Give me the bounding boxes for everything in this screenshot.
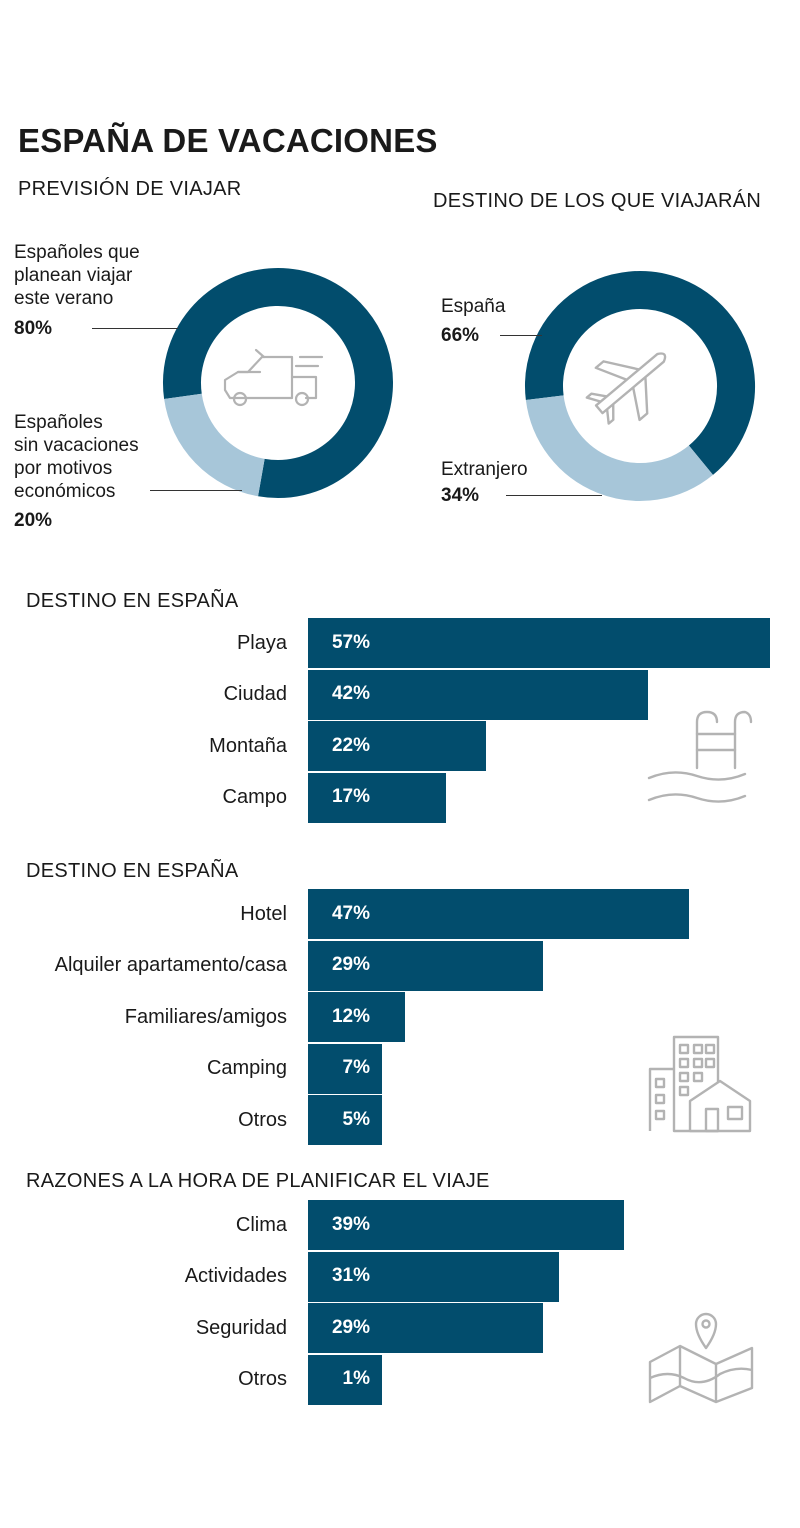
bar: [308, 940, 544, 991]
bar: [308, 1354, 382, 1405]
donut-slice-2: [164, 393, 266, 497]
bar-value-label: 31%: [331, 1265, 370, 1287]
bar-value-label: 57%: [331, 631, 370, 653]
bar-category-label: Otros: [238, 1108, 287, 1131]
donut1-slice1-leader: [92, 328, 178, 329]
bar-category-label: Alquiler apartamento/casa: [54, 954, 287, 977]
bar-category-label: Otros: [238, 1368, 287, 1391]
donut-slice-2: [525, 394, 713, 501]
bar: [308, 1303, 544, 1353]
bar-category-label: Actividades: [184, 1265, 287, 1288]
bar: [308, 1251, 560, 1302]
bar-value-label: 47%: [331, 902, 370, 924]
bar-value-label: 12%: [331, 1005, 370, 1027]
bar: [308, 1095, 382, 1145]
bar-value-label: 29%: [331, 1316, 370, 1338]
bar: [308, 992, 406, 1042]
bar-value-label: 7%: [342, 1057, 370, 1079]
donut2-slice1-label: España: [441, 296, 506, 317]
donut1-slice2-pct: 20%: [14, 510, 53, 531]
donut2-slice2-label: Extranjero: [441, 459, 528, 480]
bar-category-label: Camping: [206, 1057, 287, 1080]
donut-slice-1: [525, 271, 755, 475]
bar: [308, 618, 770, 668]
donut2-title: DESTINO DE LOS QUE VIAJARÁN: [433, 190, 762, 212]
donut1-slice2-label: Españoles sin vacaciones por motivos eco…: [14, 412, 139, 502]
donut1-title: PREVISIÓN DE VIAJAR: [18, 178, 242, 200]
bar-value-label: 1%: [342, 1368, 370, 1390]
bar-value-label: 39%: [331, 1213, 370, 1235]
bar-category-label: Seguridad: [195, 1316, 287, 1339]
bar: [308, 721, 487, 771]
bar-category-label: Ciudad: [223, 683, 287, 706]
bar: [308, 889, 689, 939]
bar: [308, 1200, 625, 1250]
bar-value-label: 17%: [331, 786, 370, 808]
donut1-slice1-pct: 80%: [14, 318, 53, 339]
bar-category-label: Clima: [235, 1213, 287, 1236]
bar-category-label: Campo: [222, 786, 287, 809]
bar-value-label: 5%: [342, 1108, 370, 1130]
donut-slice-1: [163, 268, 393, 498]
bars3-title: RAZONES A LA HORA DE PLANIFICAR EL VIAJE: [26, 1170, 490, 1192]
bar-category-label: Familiares/amigos: [124, 1005, 287, 1028]
donut2-slice1-leader: [500, 335, 542, 336]
airplane-icon: [585, 352, 667, 425]
bar-category-label: Hotel: [240, 902, 287, 925]
donut-destination: [525, 271, 755, 501]
donut2-slice1-pct: 66%: [441, 325, 480, 346]
bar-value-label: 29%: [331, 954, 370, 976]
bar-category-label: Montaña: [209, 734, 287, 757]
bar: [308, 1043, 382, 1094]
bars2-title: DESTINO EN ESPAÑA: [26, 860, 239, 882]
map-pin-icon: [648, 1312, 754, 1404]
bar: [308, 669, 649, 720]
pool-ladder-icon: [647, 710, 753, 803]
buildings-house-icon: [648, 1035, 752, 1133]
donut-travel-forecast: [163, 268, 393, 498]
page-title: ESPAÑA DE VACACIONES: [18, 122, 438, 159]
truck-icon: [223, 348, 324, 407]
donut2-slice2-pct: 34%: [441, 485, 480, 506]
bar-value-label: 22%: [331, 734, 370, 756]
bar-value-label: 42%: [331, 683, 370, 705]
bar-category-label: Playa: [236, 631, 287, 654]
donut1-slice1-label: Españoles que planean viajar este verano: [14, 242, 140, 309]
donut2-slice2-leader: [506, 495, 602, 496]
bars1-title: DESTINO EN ESPAÑA: [26, 590, 239, 612]
donut1-slice2-leader: [150, 490, 242, 491]
bar: [308, 772, 446, 823]
